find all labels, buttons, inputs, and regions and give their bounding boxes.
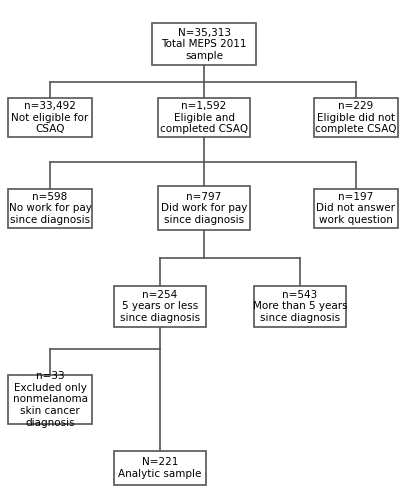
Text: n=33,492
Not eligible for
CSAQ: n=33,492 Not eligible for CSAQ [11,101,89,134]
Text: n=598
No work for pay
since diagnosis: n=598 No work for pay since diagnosis [9,192,91,225]
FancyBboxPatch shape [114,451,206,485]
FancyBboxPatch shape [8,375,92,424]
FancyBboxPatch shape [314,98,398,138]
FancyBboxPatch shape [158,98,250,138]
Text: N=35,313
Total MEPS 2011
sample: N=35,313 Total MEPS 2011 sample [161,28,247,61]
Text: n=197
Did not answer
work question: n=197 Did not answer work question [317,192,395,225]
Text: n=1,592
Eligible and
completed CSAQ: n=1,592 Eligible and completed CSAQ [160,101,248,134]
FancyBboxPatch shape [152,24,256,65]
Text: n=797
Did work for pay
since diagnosis: n=797 Did work for pay since diagnosis [161,192,247,225]
Text: n=33
Excluded only
nonmelanoma
skin cancer
diagnosis: n=33 Excluded only nonmelanoma skin canc… [13,371,88,428]
Text: N=221
Analytic sample: N=221 Analytic sample [118,457,202,479]
FancyBboxPatch shape [8,189,92,228]
FancyBboxPatch shape [254,286,346,327]
FancyBboxPatch shape [314,189,398,228]
FancyBboxPatch shape [114,286,206,327]
FancyBboxPatch shape [158,186,250,230]
FancyBboxPatch shape [8,98,92,138]
Text: n=229
Eligible did not
complete CSAQ: n=229 Eligible did not complete CSAQ [315,101,397,134]
Text: n=543
More than 5 years
since diagnosis: n=543 More than 5 years since diagnosis [253,290,347,323]
Text: n=254
5 years or less
since diagnosis: n=254 5 years or less since diagnosis [120,290,200,323]
